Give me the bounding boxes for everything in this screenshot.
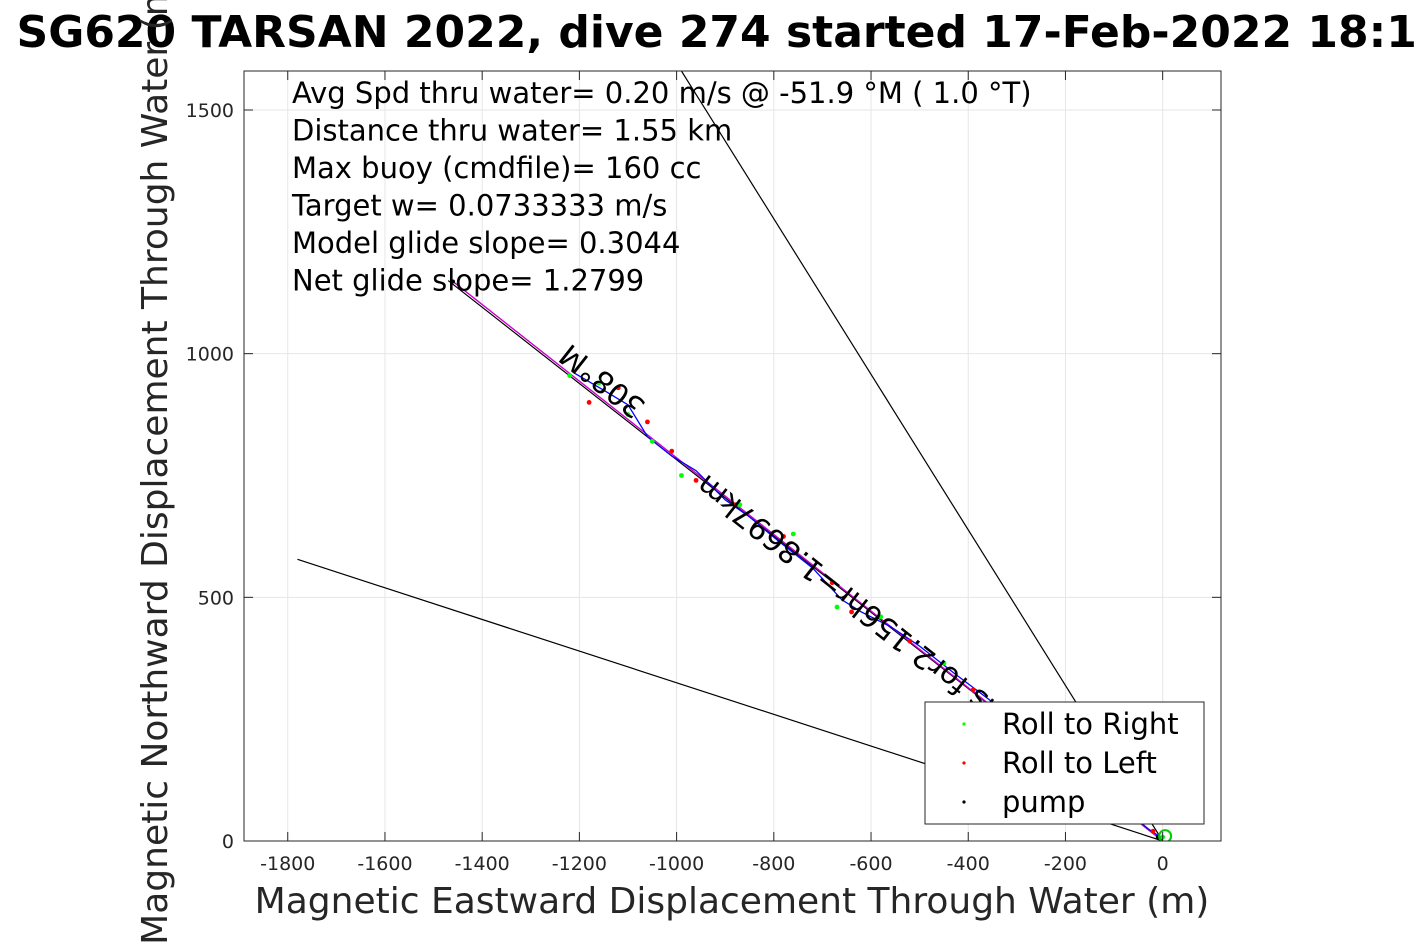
legend: Roll to Right Roll to Left pump [924,701,1205,825]
x-tick-label: 0 [1157,853,1169,875]
x-axis-label: Magnetic Eastward Displacement Through W… [255,881,1210,922]
roll-left-point [615,385,621,391]
roll-left-point [693,477,699,483]
y-tick-label: 1000 [186,344,234,366]
roll-left-point [849,609,854,615]
roll-right-point [649,438,655,444]
stats-line: Avg Spd thru water= 0.20 m/s @ -51.9 °M … [292,76,1032,110]
roll-right-point [834,604,840,610]
roll-right-point [679,473,684,478]
x-tick-label: -200 [1044,853,1087,875]
stats-annotations: Avg Spd thru water= 0.20 m/s @ -51.9 °M … [291,76,1032,298]
y-tick-label: 0 [222,831,234,853]
x-tick-label: -1800 [260,853,315,875]
roll-left-point [781,534,786,539]
x-tick-label: -400 [947,853,990,875]
stats-line: Max buoy (cmdfile)= 160 cc [292,151,701,185]
roll-left-point [586,399,592,405]
roll-right-point [790,531,796,537]
chart-title: SG620 TARSAN 2022, dive 274 started 17-F… [17,7,1417,58]
roll-right-point [625,412,631,417]
roll-left-point [1150,828,1156,834]
stats-line: Model glide slope= 0.3044 [292,226,680,260]
x-tick-label: -1600 [357,853,412,875]
legend-label-roll-left: Roll to Left [1002,746,1157,780]
legend-marker-roll-left [962,761,966,765]
roll-right-point [596,380,602,386]
legend-box [924,701,1205,825]
legend-marker-pump [962,800,966,804]
x-tick-label: -800 [752,853,795,875]
ticks: -1800 -1600 -1400 -1200 -1000 -800 -600 -400 -20… [186,71,1221,875]
roll-right-point [567,373,573,378]
roll-right-point [878,614,884,620]
x-tick-label: -1000 [649,853,704,875]
y-tick-label: 1500 [186,100,234,122]
x-tick-label: -1400 [455,853,510,875]
y-axis-label: Magnetic Northward Displacement Through … [135,0,176,945]
axes-box [243,70,1222,842]
legend-label-roll-right: Roll to Right [1002,707,1179,741]
roll-left-point [732,502,738,508]
roll-left-point [669,448,675,454]
roll-right-point [941,660,947,666]
roll-left-point [907,638,913,644]
x-tick-label: -1200 [552,853,607,875]
x-tick-label: -600 [849,853,892,875]
roll-left-point [645,419,650,425]
legend-marker-roll-right [962,722,966,726]
pump-point [451,279,456,284]
stats-line: Target w= 0.0733333 m/s [291,189,667,223]
legend-label-pump: pump [1002,785,1085,819]
roll-left-point [970,687,976,693]
roll-right-point [737,502,743,508]
stats-line: Distance thru water= 1.55 km [292,114,732,148]
surface-marker [1158,829,1173,841]
y-tick-label: 500 [198,587,234,609]
stats-line: Net glide slope= 1.2799 [292,264,644,298]
roll-left-point [829,580,835,586]
